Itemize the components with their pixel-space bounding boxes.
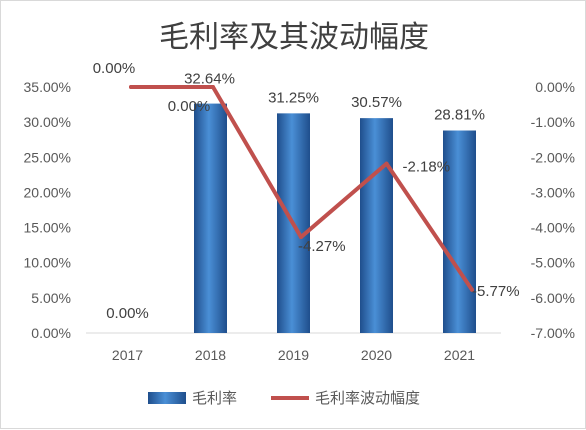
bar <box>443 130 476 333</box>
x-tick-label: 2017 <box>112 347 143 363</box>
left-tick-label: 5.00% <box>31 290 71 306</box>
legend: 毛利率 毛利率波动幅度 <box>148 389 420 407</box>
bar-series <box>194 103 476 334</box>
x-tick-label: 2020 <box>361 347 392 363</box>
line-data-label: -2.18% <box>403 159 451 176</box>
bar <box>360 118 393 334</box>
line-point <box>470 287 474 292</box>
left-tick-label: 15.00% <box>24 220 71 236</box>
x-tick-label: 2019 <box>278 347 309 363</box>
right-tick-label: -2.00% <box>531 149 575 165</box>
right-tick-label: -1.00% <box>531 114 575 130</box>
line-point <box>384 161 389 166</box>
bar-data-label: 0.00% <box>106 305 149 322</box>
right-tick-label: -6.00% <box>531 290 575 306</box>
left-tick-label: 0.00% <box>31 325 71 341</box>
right-tick-label: -4.00% <box>531 220 575 236</box>
right-tick-label: -7.00% <box>531 325 575 341</box>
legend-swatch-bar <box>148 392 186 404</box>
x-tick-label: 2021 <box>444 347 475 363</box>
left-tick-label: 20.00% <box>24 184 71 200</box>
left-tick-label: 25.00% <box>24 149 71 165</box>
bar-data-label: 32.64% <box>184 71 235 88</box>
line-point <box>299 235 303 240</box>
bar-data-label: 30.57% <box>351 94 402 111</box>
right-tick-label: -5.00% <box>531 255 575 271</box>
line-data-label: 0.00% <box>168 98 211 115</box>
left-axis-ticks: 35.00% 30.00% 25.00% 20.00% 15.00% 10.00% 5.00… <box>24 79 71 341</box>
line-data-labels: 0.00% 0.00% -4.27% -2.18% -5.77% <box>93 60 520 300</box>
legend-label-line: 毛利率波动幅度 <box>315 389 420 407</box>
line-data-label: -5.77% <box>472 283 520 300</box>
line-series <box>129 85 474 292</box>
line-point <box>211 85 215 89</box>
right-axis-ticks: 0.00% -1.00% -2.00% -3.00% -4.00% -5.00% -6.00… <box>531 79 575 341</box>
chart-title: 毛利率及其波动幅度 <box>159 20 429 55</box>
left-tick-label: 30.00% <box>24 114 71 130</box>
left-tick-label: 35.00% <box>24 79 71 95</box>
bar-data-label: 28.81% <box>434 107 485 124</box>
x-axis-ticks: 2017 2018 2019 2020 2021 <box>112 347 475 363</box>
legend-label-bar: 毛利率 <box>192 389 237 407</box>
line-data-label: 0.00% <box>93 60 136 77</box>
right-tick-label: -3.00% <box>531 184 575 200</box>
bar <box>194 103 227 333</box>
line-data-label: -4.27% <box>298 238 346 255</box>
x-tick-label: 2018 <box>195 347 226 363</box>
left-tick-label: 10.00% <box>24 255 71 271</box>
line-point <box>129 85 133 89</box>
bar-data-labels: 0.00% 32.64% 31.25% 30.57% 28.81% <box>106 71 485 322</box>
bar-data-label: 31.25% <box>268 89 319 106</box>
right-tick-label: 0.00% <box>535 79 575 95</box>
